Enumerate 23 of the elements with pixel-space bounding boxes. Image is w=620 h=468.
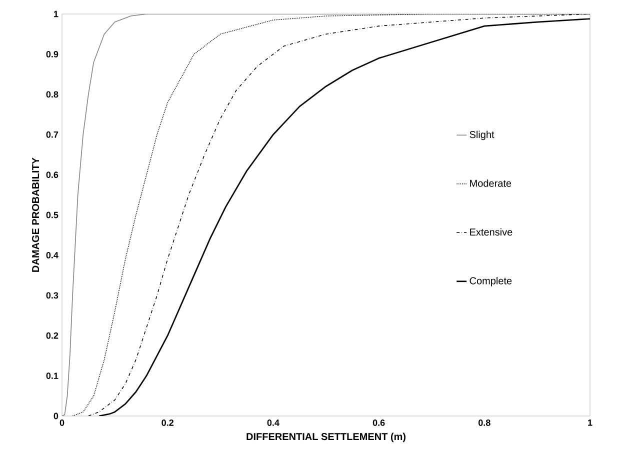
y-tick-label: 0.1 — [46, 372, 58, 379]
y-tick-label: 0.2 — [46, 332, 58, 339]
legend-label: Extensive — [470, 228, 512, 236]
y-tick-label: 0 — [54, 412, 58, 420]
x-tick-label: 0 — [60, 420, 64, 426]
y-axis-title: DAMAGE PROBABILITY — [32, 158, 40, 272]
y-tick-label: 0.3 — [46, 292, 58, 299]
x-tick-label: 1 — [588, 420, 592, 426]
x-tick-label: 0.2 — [162, 420, 174, 426]
y-tick-label: 0.8 — [46, 91, 58, 98]
y-tick-label: 0.5 — [46, 212, 58, 218]
legend-label: Slight — [470, 130, 494, 140]
x-tick-label: 0.6 — [372, 420, 385, 426]
x-axis-title: DIFFERENTIAL SETTLEMENT (m) — [246, 432, 406, 442]
legend-label: Moderate — [470, 180, 512, 187]
y-tick-label: 0.6 — [46, 172, 58, 178]
legend-label: Complete — [470, 276, 512, 286]
y-tick-label: 0.7 — [46, 131, 58, 138]
x-tick-label: 0.8 — [478, 420, 490, 426]
x-tick-label: 0.4 — [267, 420, 280, 426]
y-tick-label: 1 — [54, 10, 58, 18]
y-tick-label: 0.4 — [46, 252, 58, 258]
y-tick-label: 0.9 — [46, 51, 58, 58]
